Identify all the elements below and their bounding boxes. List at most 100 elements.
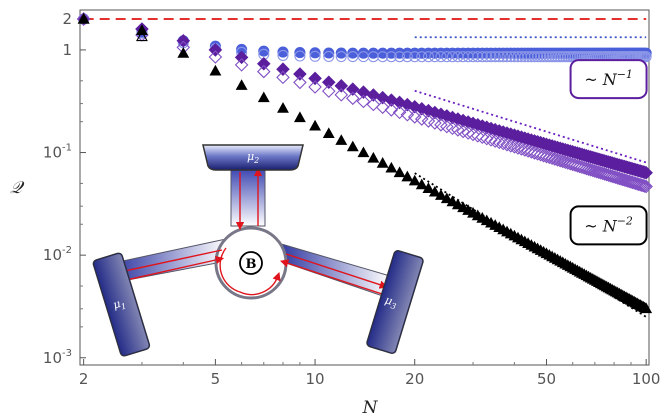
inset-current-ring: [219, 247, 281, 296]
x-tick-label: 10: [306, 370, 325, 388]
data-point-triangle: [428, 185, 441, 197]
data-point-diamond: [461, 126, 475, 140]
data-point-circle: [377, 51, 389, 63]
data-point-circle: [309, 47, 321, 59]
data-point-circle: [335, 51, 347, 63]
reservoir-left-label: μ1: [111, 296, 127, 314]
data-point-circle: [347, 47, 359, 59]
inset-center-node: [239, 251, 263, 275]
data-point-circle: [401, 51, 413, 63]
data-point-triangle: [440, 192, 453, 204]
data-point-circle: [277, 46, 289, 58]
data-point-triangle: [257, 91, 270, 103]
data-point-triangle: [376, 157, 389, 168]
data-point-diamond: [634, 178, 649, 192]
data-point-diamond: [636, 178, 651, 193]
data-point-diamond: [475, 130, 490, 145]
data-point-triangle: [401, 170, 414, 182]
data-point-diamond: [451, 123, 465, 137]
inset-arm-top: [230, 167, 266, 227]
data-point-triangle: [446, 195, 459, 207]
data-point-circle: [385, 51, 397, 63]
data-point-circle: [535, 51, 547, 63]
x-tick-label: 5: [211, 370, 221, 388]
plot-frame: [79, 9, 650, 366]
data-point-diamond: [637, 179, 652, 193]
data-point-diamond: [208, 50, 223, 64]
data-point-diamond: [548, 152, 562, 166]
data-point-diamond: [565, 157, 580, 172]
data-point-triangle: [385, 161, 398, 173]
data-point-circle: [323, 47, 335, 59]
data-point-diamond: [503, 139, 518, 153]
data-point-circle: [505, 51, 517, 63]
data-point-diamond: [76, 12, 91, 26]
data-point-circle: [497, 51, 509, 63]
data-point-circle: [294, 47, 306, 59]
y-tick-label: 2: [62, 10, 72, 28]
x-tick-label: 100: [632, 370, 661, 388]
data-point-diamond: [570, 159, 585, 173]
data-point-circle: [543, 51, 555, 63]
data-point-triangle: [393, 166, 406, 178]
data-point-triangle: [435, 189, 447, 200]
data-point-triangle: [367, 151, 380, 163]
data-point-circle: [564, 51, 576, 63]
data-point-diamond: [346, 91, 360, 106]
data-point-diamond: [605, 169, 620, 184]
x-tick-label: 50: [537, 370, 556, 388]
data-point-triangle: [346, 140, 359, 152]
data-point-circle: [481, 51, 493, 63]
inset-current-left-return: [121, 255, 225, 282]
data-point-diamond: [556, 154, 570, 169]
data-point-diamond: [407, 110, 422, 124]
data-point-circle: [476, 51, 488, 63]
data-point-diamond: [234, 50, 249, 65]
data-point-diamond: [445, 121, 460, 136]
data-point-diamond: [334, 88, 349, 102]
data-point-diamond: [496, 136, 510, 151]
y-tick-label: 10-3: [43, 348, 72, 367]
data-point-diamond: [392, 105, 407, 120]
x-tick-label: 20: [405, 370, 424, 388]
data-point-circle: [258, 45, 270, 57]
data-point-diamond: [542, 150, 557, 165]
data-point-triangle: [415, 178, 428, 190]
data-point-circle: [277, 49, 289, 61]
data-point-diamond: [603, 168, 618, 183]
data-point-circle: [532, 51, 544, 63]
data-point-circle: [309, 50, 321, 62]
data-point-circle: [416, 51, 428, 63]
x-axis-label: N: [362, 398, 379, 418]
data-point-diamond: [234, 58, 249, 72]
y-tick-label: 10-2: [43, 245, 72, 264]
data-point-circle: [467, 51, 479, 63]
data-point-triangle: [235, 79, 248, 90]
data-point-circle: [525, 51, 537, 63]
reservoir-top: μ2: [202, 144, 304, 171]
data-point-circle: [472, 51, 484, 63]
annotation-label: ~ N−2: [584, 214, 633, 235]
data-point-circle: [435, 51, 447, 63]
inset-current-left: [115, 249, 223, 276]
reservoir-top-label: μ2: [247, 150, 259, 165]
data-point-circle: [409, 51, 421, 63]
data-point-triangle: [640, 302, 653, 314]
data-point-triangle: [177, 47, 190, 58]
data-point-diamond: [384, 103, 399, 117]
data-point-diamond: [208, 43, 223, 57]
data-point-diamond: [612, 171, 627, 186]
data-point-circle: [367, 51, 379, 63]
data-point-diamond: [568, 158, 582, 172]
data-point-triangle: [408, 174, 421, 186]
annotation-label: ~ N−1: [584, 68, 633, 89]
reservoir-right: μ3: [366, 250, 424, 354]
data-point-triangle: [136, 30, 148, 42]
annotation-box: [569, 59, 648, 100]
data-point-triangle: [422, 182, 435, 193]
data-point-diamond: [558, 155, 573, 169]
data-point-diamond: [601, 168, 616, 182]
data-point-diamond: [488, 134, 502, 148]
scaling-annotations: ~ N−1 ~ N−2: [569, 59, 648, 246]
data-point-diamond: [308, 80, 322, 94]
